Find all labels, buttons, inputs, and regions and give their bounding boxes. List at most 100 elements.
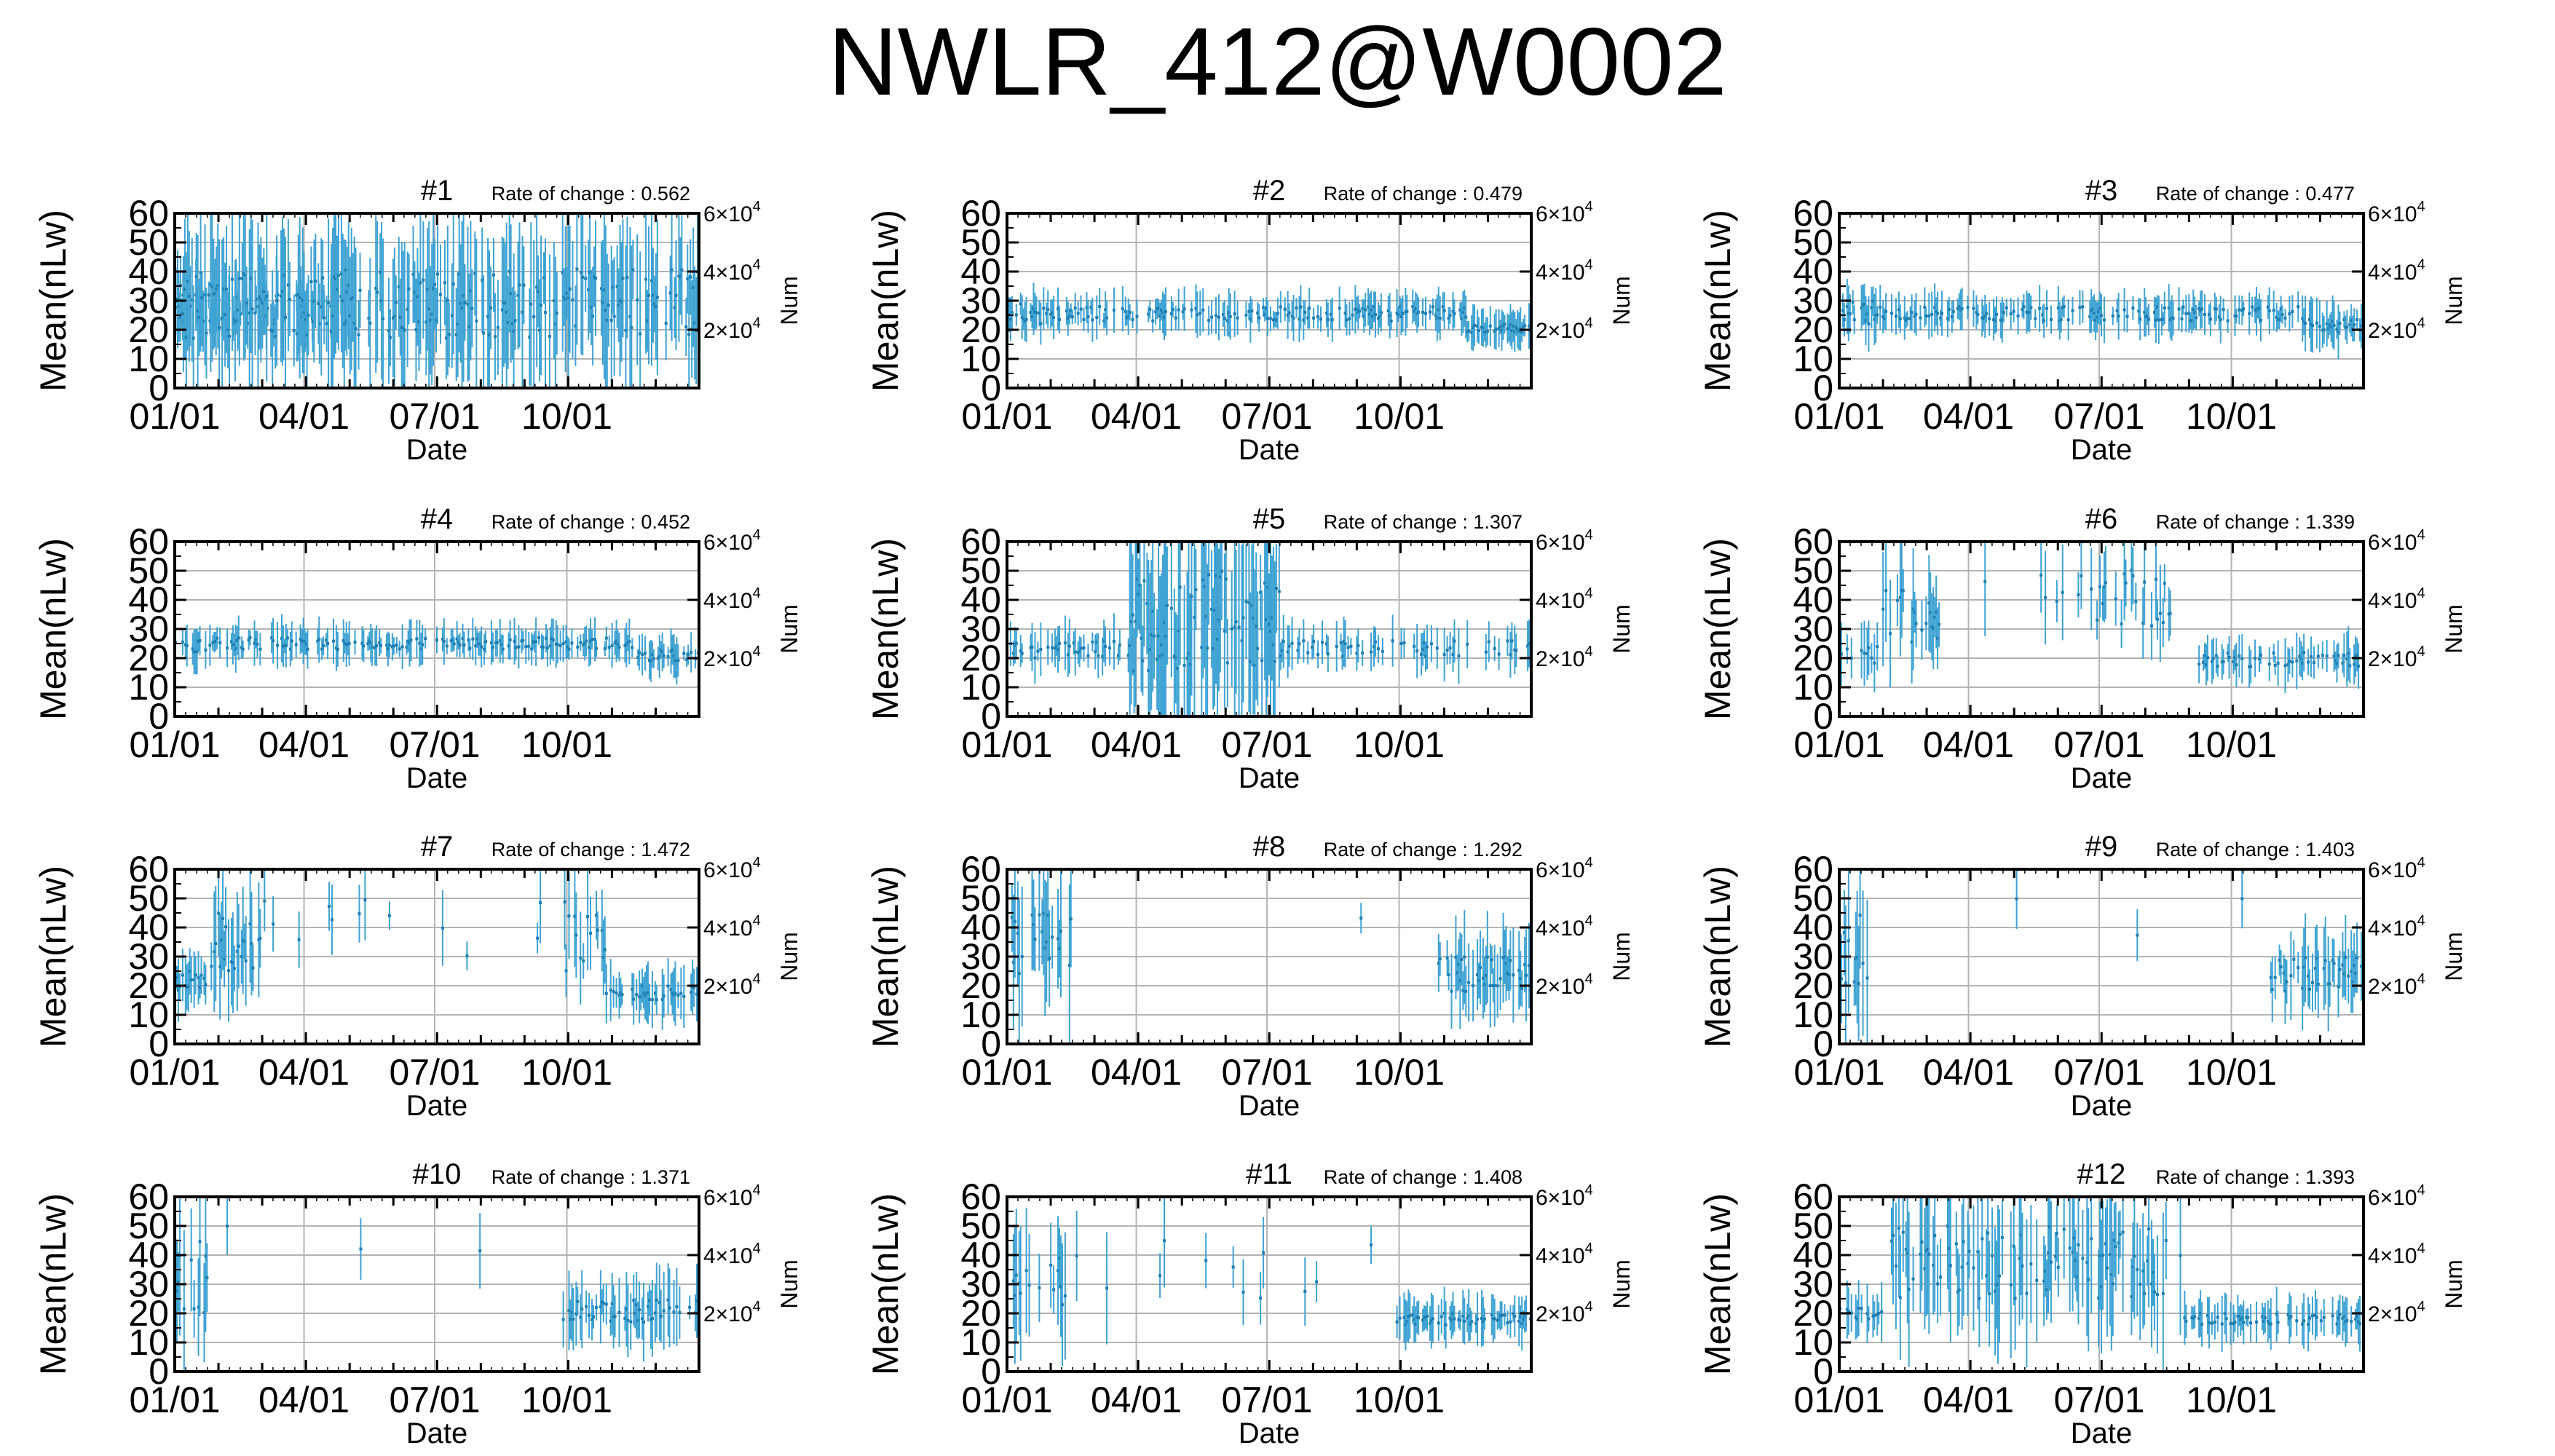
data-point xyxy=(1217,618,1220,622)
data-point xyxy=(662,654,666,657)
y2-tick-mantissa: 4×10 xyxy=(703,1244,753,1268)
data-point xyxy=(1437,961,1440,965)
data-point xyxy=(226,328,230,332)
data-point xyxy=(1038,913,1041,917)
data-point xyxy=(1131,318,1134,322)
data-point xyxy=(1010,311,1014,314)
y-axis-label: Mean(nLw) xyxy=(865,538,906,720)
data-point xyxy=(189,978,193,981)
data-point xyxy=(398,647,401,651)
y2-tick-label: 6×104 xyxy=(2368,527,2425,555)
data-point xyxy=(672,1310,676,1314)
data-point xyxy=(234,295,238,298)
y2-tick-mantissa: 6×10 xyxy=(2368,858,2417,882)
data-point xyxy=(1079,646,1083,650)
data-point xyxy=(671,648,674,652)
data-point xyxy=(1043,946,1047,950)
data-point xyxy=(1045,940,1049,943)
data-point xyxy=(215,288,218,291)
data-point xyxy=(2354,971,2358,975)
data-point xyxy=(1484,973,1488,977)
data-point xyxy=(1956,307,1959,311)
data-point xyxy=(344,268,347,272)
data-point xyxy=(662,994,666,998)
data-point xyxy=(1196,313,1199,317)
data-point xyxy=(1198,312,1202,315)
data-point xyxy=(1901,589,1905,593)
data-point xyxy=(253,641,256,645)
data-point xyxy=(2285,980,2289,984)
data-point xyxy=(1069,309,1073,312)
data-point xyxy=(384,644,388,647)
data-point xyxy=(539,901,542,905)
data-point xyxy=(242,939,246,943)
data-point xyxy=(1181,310,1185,314)
data-point xyxy=(615,991,618,994)
y-tick-label: 0 xyxy=(149,1351,169,1392)
y-tick-label: 10 xyxy=(960,994,1001,1035)
data-point xyxy=(288,298,291,301)
y2-tick-label: 4×104 xyxy=(703,913,761,941)
data-point xyxy=(1849,657,1853,660)
data-point xyxy=(646,991,649,994)
data-point xyxy=(1510,639,1514,643)
data-point xyxy=(1108,646,1112,650)
data-point xyxy=(1914,622,1918,625)
data-point xyxy=(2308,987,2312,991)
y2-tick-mantissa: 2×10 xyxy=(1536,975,1585,999)
data-point xyxy=(1148,308,1152,312)
data-point xyxy=(387,644,391,647)
data-point xyxy=(1105,1286,1109,1290)
y2-tick-mantissa: 4×10 xyxy=(703,589,753,613)
data-point xyxy=(1020,954,1024,958)
data-point xyxy=(263,899,266,903)
data-point xyxy=(1847,939,1850,943)
data-point xyxy=(1342,640,1346,644)
data-point xyxy=(307,314,310,317)
data-point xyxy=(1373,640,1377,644)
data-point xyxy=(2325,654,2329,658)
data-point xyxy=(483,647,486,651)
data-point xyxy=(1247,601,1251,604)
data-point xyxy=(564,298,567,301)
data-point xyxy=(2155,617,2159,621)
y2-tick-mantissa: 4×10 xyxy=(1536,917,1585,941)
data-point xyxy=(176,297,180,301)
data-point xyxy=(1523,1315,1527,1318)
data-point xyxy=(1274,587,1278,590)
data-point xyxy=(1172,654,1176,658)
data-point xyxy=(1193,615,1196,619)
data-point xyxy=(514,646,518,649)
data-point xyxy=(589,639,593,643)
data-point xyxy=(2283,316,2287,320)
data-point xyxy=(358,912,361,916)
data-point xyxy=(690,651,693,654)
data-point xyxy=(200,296,204,299)
x-tick-label: 01/01 xyxy=(961,396,1052,437)
data-point xyxy=(1870,306,1873,309)
data-point xyxy=(1445,649,1449,652)
data-point xyxy=(457,641,460,644)
y-tick-label: 60 xyxy=(128,849,169,890)
data-point xyxy=(386,647,390,651)
data-point xyxy=(184,336,188,339)
data-point xyxy=(1438,957,1442,961)
data-point xyxy=(2329,325,2333,329)
data-point xyxy=(1441,305,1445,309)
data-point xyxy=(265,295,269,298)
panel-title: #1 xyxy=(421,175,454,207)
data-point xyxy=(1126,314,1130,318)
y-tick-label: 40 xyxy=(1793,251,1833,292)
data-point xyxy=(1128,644,1132,648)
data-point xyxy=(198,986,202,989)
data-point xyxy=(191,647,194,651)
y2-axis-label: Num xyxy=(1608,604,1635,654)
y-tick-label: 20 xyxy=(960,638,1001,678)
data-point xyxy=(1494,328,1498,331)
y2-tick-mantissa: 2×10 xyxy=(703,975,753,999)
data-point xyxy=(247,638,250,641)
y-axis-label: Mean(nLw) xyxy=(33,538,74,720)
data-point xyxy=(210,285,214,289)
data-point xyxy=(2297,305,2300,309)
data-point xyxy=(656,657,660,660)
